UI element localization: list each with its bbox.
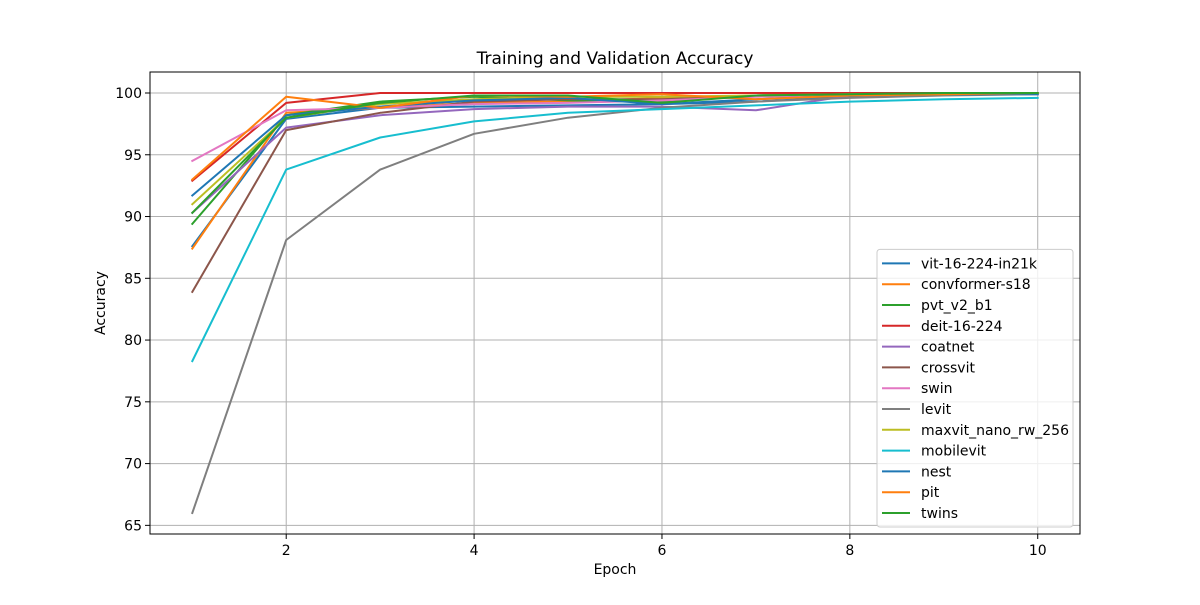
x-tick-label: 4 [470,543,479,559]
legend-label: nest [921,464,952,480]
y-tick-label: 90 [124,210,142,226]
y-tick-label: 85 [124,271,142,287]
series-line-twins [190,92,1039,215]
legend-label: pvt_v2_b1 [921,298,993,314]
legend-label: pit [921,485,940,501]
axis-ticks: 2 4 6 8 10 65 70 75 80 85 90 95 100 [115,86,1046,559]
legend-label: levit [921,402,952,418]
series-line-vit-16-224-in21k [190,91,1039,248]
series-line-levit [191,93,1039,515]
x-tick-label: 6 [658,543,667,559]
x-tick-label: 2 [282,543,291,559]
legend-label: convformer-s18 [921,277,1031,293]
plot-frame [149,71,1081,535]
x-tick-label: 8 [845,543,854,559]
y-tick-label: 95 [124,148,142,164]
series-line-mobilevit [190,96,1039,363]
series-lines [190,91,1039,515]
legend-label: deit-16-224 [921,319,1003,335]
legend-label: crossvit [921,360,975,376]
legend-label: maxvit_nano_rw_256 [921,423,1069,439]
series-line-swin [190,91,1039,163]
y-tick-label: 100 [115,86,142,102]
y-tick-label: 70 [124,457,142,473]
chart-title: Training and Validation Accuracy [476,49,754,69]
x-tick-label: 10 [1029,543,1047,559]
legend: vit-16-224-in21k convformer-s18 pvt_v2_b1d… [876,248,1074,528]
legend-label: mobilevit [921,444,987,460]
x-axis-label: Epoch [594,562,637,578]
series-line-convformer-s18 [190,92,1039,250]
legend-box [876,248,1074,528]
y-axis-label: Accuracy [93,271,109,335]
legend-label: swin [921,381,953,397]
legend-label: twins [921,506,958,522]
y-tick-label: 75 [124,395,142,411]
series-line-pit [190,91,1039,181]
y-tick-label: 80 [124,333,142,349]
y-tick-label: 65 [124,518,142,534]
legend-label: vit-16-224-in21k [921,256,1038,272]
legend-label: coatnet [921,340,975,356]
